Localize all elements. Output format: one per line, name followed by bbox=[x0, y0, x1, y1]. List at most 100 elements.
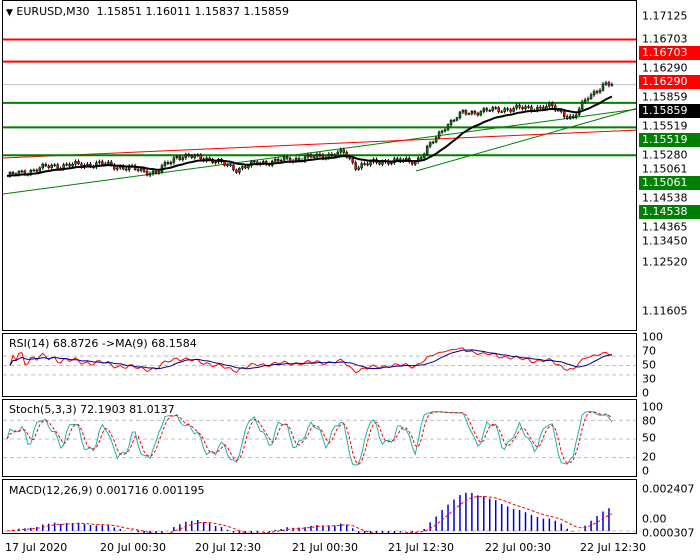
macd-panel[interactable]: MACD(12,26,9) 0.001716 0.001195 bbox=[2, 479, 637, 534]
price-axis-label: 1.15061 bbox=[642, 162, 688, 176]
candle bbox=[607, 82, 611, 86]
rsi-axis-label: 100 bbox=[642, 330, 663, 343]
price-axis-label: 1.16703 bbox=[642, 32, 688, 46]
candle bbox=[354, 162, 357, 170]
candle bbox=[166, 162, 170, 165]
price-chart[interactable] bbox=[2, 0, 637, 331]
candle bbox=[437, 131, 441, 138]
macd-label: MACD(12,26,9) 0.001716 0.001195 bbox=[9, 484, 205, 497]
candle bbox=[232, 164, 235, 171]
candle bbox=[551, 103, 554, 107]
candle bbox=[208, 157, 211, 160]
candle bbox=[148, 173, 152, 176]
candle bbox=[396, 158, 399, 160]
trend-line-support bbox=[3, 108, 636, 195]
candle bbox=[74, 161, 77, 165]
level-tag: 1.15859 bbox=[639, 104, 700, 119]
candle bbox=[425, 145, 429, 155]
level-tag: 1.16703 bbox=[639, 46, 700, 61]
candle bbox=[595, 91, 599, 93]
level-tag: 1.14538 bbox=[639, 205, 700, 220]
candle bbox=[163, 162, 167, 166]
candle bbox=[440, 130, 444, 133]
candle bbox=[312, 156, 316, 159]
candle bbox=[434, 137, 438, 143]
rsi-panel[interactable]: RSI(14) 68.8726 ->MA(9) 68.1584 bbox=[2, 333, 637, 397]
candle bbox=[196, 154, 199, 156]
candle bbox=[116, 167, 119, 170]
candle bbox=[223, 161, 226, 166]
candle bbox=[44, 163, 47, 167]
candle bbox=[583, 99, 587, 103]
candle bbox=[428, 142, 432, 147]
candle bbox=[443, 129, 447, 132]
candle bbox=[244, 166, 247, 169]
candle bbox=[181, 157, 185, 160]
candle bbox=[282, 156, 286, 161]
candle bbox=[339, 149, 343, 153]
candle bbox=[369, 161, 372, 166]
candle bbox=[545, 106, 548, 110]
rsi-line bbox=[9, 347, 612, 374]
candle bbox=[214, 161, 217, 164]
candle bbox=[273, 158, 277, 162]
chart-header: ▼ EURUSD,M30 1.15851 1.16011 1.15837 1.1… bbox=[6, 5, 289, 18]
candle bbox=[342, 149, 345, 153]
candle bbox=[571, 115, 575, 118]
candle bbox=[485, 108, 489, 111]
candle bbox=[41, 163, 45, 169]
candle bbox=[524, 106, 527, 110]
candle bbox=[38, 167, 42, 172]
price-axis-label: 1.14365 bbox=[642, 220, 688, 234]
candle bbox=[357, 167, 360, 170]
level-tag: 1.15061 bbox=[639, 176, 700, 191]
candle bbox=[124, 168, 128, 171]
rsi-axis-label: 0 bbox=[642, 386, 649, 399]
candle bbox=[139, 168, 143, 171]
candle bbox=[604, 82, 608, 85]
candle bbox=[378, 162, 381, 165]
macd-axis-label: 0.00 bbox=[642, 512, 667, 525]
time-axis-label: 22 Jul 12:30 bbox=[580, 541, 646, 554]
candle bbox=[184, 154, 188, 158]
candle bbox=[592, 91, 596, 96]
candle bbox=[50, 164, 53, 168]
macd-axis-label: 0.000307 bbox=[642, 526, 695, 539]
candle bbox=[461, 110, 465, 113]
candle bbox=[157, 171, 161, 174]
candle bbox=[568, 115, 572, 119]
level-tag: 1.16290 bbox=[639, 75, 700, 90]
level-tag: 1.15519 bbox=[639, 133, 700, 148]
candle bbox=[151, 170, 155, 174]
candle bbox=[154, 170, 158, 174]
candle bbox=[35, 169, 39, 172]
time-axis-label: 21 Jul 00:30 bbox=[292, 541, 358, 554]
price-axis-label: 1.11605 bbox=[642, 304, 688, 318]
candle bbox=[405, 157, 408, 161]
candle bbox=[172, 157, 176, 163]
candle bbox=[360, 163, 363, 169]
dropdown-triangle-icon[interactable]: ▼ bbox=[6, 8, 13, 18]
candle bbox=[71, 163, 74, 167]
candle bbox=[20, 170, 24, 173]
rsi-axis-label: 30 bbox=[642, 372, 656, 385]
candle bbox=[458, 111, 462, 119]
candle bbox=[431, 141, 435, 144]
stoch-axis-label: 80 bbox=[642, 414, 656, 428]
candle bbox=[390, 162, 393, 165]
candle bbox=[199, 154, 202, 160]
stoch-panel[interactable]: Stoch(5,3,3) 72.1903 81.0137 bbox=[2, 399, 637, 477]
candle bbox=[47, 165, 50, 168]
candle bbox=[563, 111, 566, 117]
candle bbox=[530, 106, 533, 111]
candle bbox=[235, 169, 238, 173]
candle bbox=[309, 154, 313, 158]
candle bbox=[68, 163, 71, 167]
candle bbox=[557, 109, 560, 112]
candle bbox=[589, 94, 593, 99]
rsi-axis-label: 70 bbox=[642, 344, 656, 357]
candle bbox=[77, 161, 80, 165]
candle bbox=[169, 162, 173, 165]
candle bbox=[98, 161, 101, 163]
candle bbox=[11, 172, 15, 174]
